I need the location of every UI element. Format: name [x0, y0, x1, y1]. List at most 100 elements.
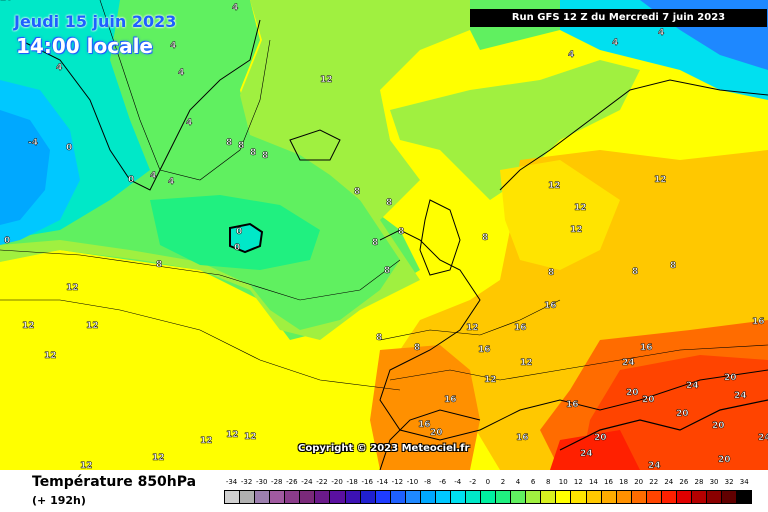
isotherm-label: 8 [372, 238, 378, 248]
isotherm-label: 8 [632, 267, 638, 277]
scale-swatch [691, 491, 707, 503]
scale-label: 16 [604, 478, 613, 486]
run-info: Run GFS 12 Z du Mercredi 7 juin 2023 [470, 9, 767, 27]
lightgreen-zone [0, 0, 470, 340]
scale-label: -34 [225, 478, 238, 486]
isotherm-label: 4 [658, 28, 664, 38]
isotherm-label: 12 [226, 430, 239, 440]
scale-swatch [631, 491, 647, 503]
scale-label: 0 [485, 478, 491, 486]
scale-swatch [375, 491, 391, 503]
isotherm-label: 4 [568, 50, 574, 60]
scale-swatch [285, 491, 301, 503]
lightorange-zone [500, 160, 620, 270]
scale-swatch [435, 491, 451, 503]
scale-swatch [466, 491, 482, 503]
isotherm-label: 8 [238, 141, 244, 151]
isotherm-label: 12 [520, 358, 533, 368]
scale-swatch [586, 491, 602, 503]
scale-swatch [225, 491, 241, 503]
temperature-map: 4 4 4 4 4 4 4 4 4 4 -4 0 0 0 0 0 12 12 12 12 12 12 12 12 12 12 12 1… [0, 0, 768, 470]
isotherm-labels: 4 4 4 4 4 4 4 4 4 4 -4 0 0 0 0 0 12 12 12 12 12 12 12 12 12 12 12 1… [0, 0, 768, 470]
scale-label: -28 [271, 478, 283, 486]
scale-swatch [511, 491, 527, 503]
isotherm-label: 20 [718, 455, 731, 465]
isotherm-label: 12 [466, 323, 479, 333]
scale-label: 30 [709, 478, 719, 486]
isotherm-label: 24 [622, 358, 635, 368]
isotherm-label: 12 [22, 321, 35, 331]
hot-iberia [370, 345, 480, 470]
isotherm-label: 4 [168, 177, 174, 187]
isotherm-label: 12 [80, 461, 93, 470]
scale-label: 22 [649, 478, 659, 486]
isotherm-20 [389, 344, 768, 381]
scale-label: -8 [424, 478, 432, 486]
isotherm-label: 4 [56, 63, 62, 73]
scale-label: 32 [724, 478, 734, 486]
isotherm-label: 20 [642, 395, 655, 405]
scale-label: -2 [469, 478, 477, 486]
isotherm-label: 24 [580, 449, 593, 459]
scale-swatch [571, 491, 587, 503]
scale-swatch [360, 491, 376, 503]
isotherm-label: 4 [178, 68, 184, 78]
isotherm-label: 8 [398, 227, 404, 237]
isotherm-label: 4 [612, 38, 618, 48]
isotherm-16 [379, 299, 561, 341]
isotherm-label: 12 [320, 75, 333, 85]
isotherm-label: 16 [444, 395, 457, 405]
deepblue-zone [0, 110, 50, 225]
isotherm-label: 20 [626, 388, 639, 398]
scale-swatch [405, 491, 421, 503]
isotherm-label: 0 [66, 143, 72, 153]
scale-label: 10 [558, 478, 568, 486]
scale-swatch [390, 491, 406, 503]
isotherm-label: 0 [128, 175, 134, 185]
scale-label: 14 [588, 478, 598, 486]
isotherm-label: 16 [478, 345, 491, 355]
forecast-time: 14:00 locale [16, 34, 153, 58]
scale-label: -30 [255, 478, 268, 486]
cold-cell [229, 222, 264, 254]
scale-label: 28 [694, 478, 704, 486]
isotherm-label: 8 [376, 333, 382, 343]
scale-swatch [737, 491, 752, 503]
isotherm-label: 12 [548, 181, 561, 191]
coastline-europe [379, 229, 768, 441]
scale-label: -6 [439, 478, 447, 486]
coastline-uk [419, 199, 461, 276]
isotherm-label: 8 [414, 343, 420, 353]
scale-label: -16 [361, 478, 373, 486]
scale-swatch [707, 491, 723, 503]
isotherm-label: 8 [262, 151, 268, 161]
scale-swatch [481, 491, 497, 503]
isotherm-label: 12 [654, 175, 667, 185]
scale-label: -24 [301, 478, 313, 486]
isotherm-4 [99, 0, 271, 181]
isotherm-label: 4 [186, 118, 192, 128]
scale-label: -10 [406, 478, 419, 486]
isotherm-label: 8 [482, 233, 488, 243]
scale-swatch [556, 491, 572, 503]
scale-swatch [616, 491, 632, 503]
scale-label: 24 [664, 478, 674, 486]
copyright-text: Copyright © 2023 Meteociel.fr [298, 443, 470, 454]
scale-swatch [270, 491, 286, 503]
isotherm-label: 8 [354, 187, 360, 197]
scale-label: 18 [619, 478, 629, 486]
isotherm-label: 16 [566, 400, 579, 410]
isotherm-12 [0, 299, 401, 391]
isotherm-label: 8 [226, 138, 232, 148]
color-scale [224, 490, 752, 504]
isotherm-label: 16 [514, 323, 527, 333]
hottest [550, 430, 640, 470]
isotherm-label: 20 [594, 433, 607, 443]
isotherm-label: 24 [648, 461, 661, 470]
scale-label: 12 [573, 478, 583, 486]
isotherm-label: 24 [686, 381, 699, 391]
scale-label: 6 [530, 478, 536, 486]
lead-time: (+ 192h) [32, 494, 86, 507]
scale-label: -4 [454, 478, 462, 486]
scale-swatch [601, 491, 617, 503]
